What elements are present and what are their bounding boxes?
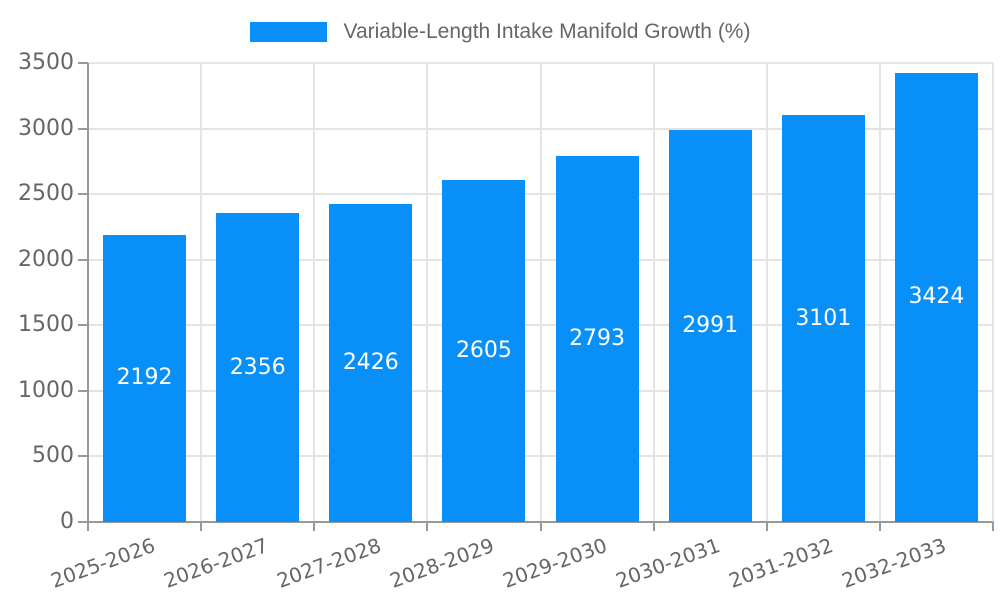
bar-value-label: 2356 [229,354,286,380]
bar-value-label: 2991 [682,312,739,338]
gridline-vertical [426,63,429,522]
bar [781,115,865,522]
x-axis-tick [765,522,768,531]
x-tick-label: 2025-2026 [47,533,158,593]
y-tick-label: 1000 [18,377,74,403]
bar-value-label: 2793 [569,325,626,351]
x-axis-line [78,521,993,523]
gridline-vertical [765,63,768,522]
bar-value-label: 2426 [342,349,399,375]
bar [216,213,300,522]
gridline-vertical [992,63,994,522]
x-tick-label: 2028-2029 [386,533,498,593]
x-axis-tick [539,522,542,531]
y-axis-tick [78,193,88,196]
y-tick-label: 0 [60,509,74,534]
x-axis-tick [652,522,655,531]
x-tick-label: 2032-2033 [838,533,950,593]
y-tick-label: 3000 [18,115,74,141]
bar [668,129,752,522]
y-axis-tick [78,127,88,130]
y-axis-tick [78,389,88,392]
y-tick-label: 2000 [18,246,74,272]
y-tick-label: 2500 [18,181,74,207]
x-axis-tick [992,522,994,531]
y-tick-label: 3500 [18,50,74,75]
bar [442,180,526,522]
x-tick-label: 2029-2030 [499,533,611,593]
y-axis-line [87,63,89,531]
y-axis-tick [78,258,88,261]
bar [103,234,187,522]
gridline-vertical [652,63,655,522]
x-tick-label: 2030-2031 [612,533,724,593]
x-tick-label: 2027-2028 [273,533,385,593]
bar-value-label: 2192 [116,365,173,391]
x-tick-label: 2031-2032 [725,533,837,593]
y-axis-tick [78,324,88,327]
legend-swatch [249,22,327,42]
gridline-vertical [200,63,203,522]
x-axis-tick [200,522,203,531]
bar-value-label: 2605 [455,338,512,364]
y-axis-tick [78,455,88,458]
gridline-vertical [878,63,881,522]
y-tick-label: 500 [32,443,74,469]
chart-legend[interactable]: Variable-Length Intake Manifold Growth (… [0,20,1000,44]
x-axis-tick [313,522,316,531]
bar [555,155,639,522]
bar [894,72,978,522]
x-axis-tick [426,522,429,531]
bar-value-label: 3424 [908,284,965,310]
x-tick-label: 2026-2027 [160,533,271,593]
x-axis-tick [878,522,881,531]
bar-value-label: 3101 [795,305,852,331]
gridline-vertical [539,63,542,522]
y-axis-tick [78,62,88,64]
chart-title: Variable-Length Intake Manifold Growth (… [343,20,751,43]
y-tick-label: 1500 [18,312,74,338]
bar [329,203,413,522]
gridline-vertical [313,63,316,522]
